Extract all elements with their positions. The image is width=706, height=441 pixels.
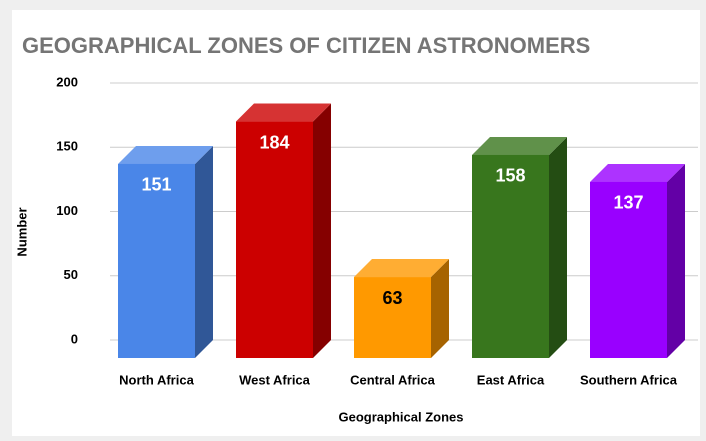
bar-front [590,181,667,358]
bar [236,103,331,358]
y-tick-label: 100 [56,203,78,218]
data-label: 137 [613,193,643,213]
y-axis-title: Number [14,207,29,256]
bar-top [236,103,331,122]
data-label: 184 [259,132,289,152]
bar-top [354,259,449,278]
bar-front [118,163,195,358]
data-label: 158 [495,166,525,186]
x-tick-label: Central Africa [350,372,436,387]
bar [354,259,449,358]
x-tick-label: Southern Africa [580,372,678,387]
y-tick-label: 150 [56,139,78,154]
bar-top [590,163,685,182]
bar [590,163,685,358]
chart-title: GEOGRAPHICAL ZONES OF CITIZEN ASTRONOMER… [22,33,590,58]
data-label: 151 [141,175,171,195]
y-tick-label: 50 [64,267,78,282]
x-tick-label: West Africa [239,372,311,387]
bar-side [431,259,449,358]
bar-side [549,136,567,358]
y-tick-label: 200 [56,74,78,89]
bar [472,136,567,358]
bar-front [236,121,313,358]
bar-top [472,136,567,155]
bar-side [195,145,213,358]
data-label: 63 [382,288,402,308]
x-tick-label: East Africa [477,372,545,387]
y-tick-label: 0 [71,331,78,346]
x-tick-label: North Africa [119,372,194,387]
bar-front [354,277,431,358]
bar [118,145,213,358]
bar-top [118,145,213,164]
bar-side [313,103,331,358]
x-axis-title: Geographical Zones [339,409,464,424]
bar-front [472,154,549,358]
bar-side [667,163,685,358]
